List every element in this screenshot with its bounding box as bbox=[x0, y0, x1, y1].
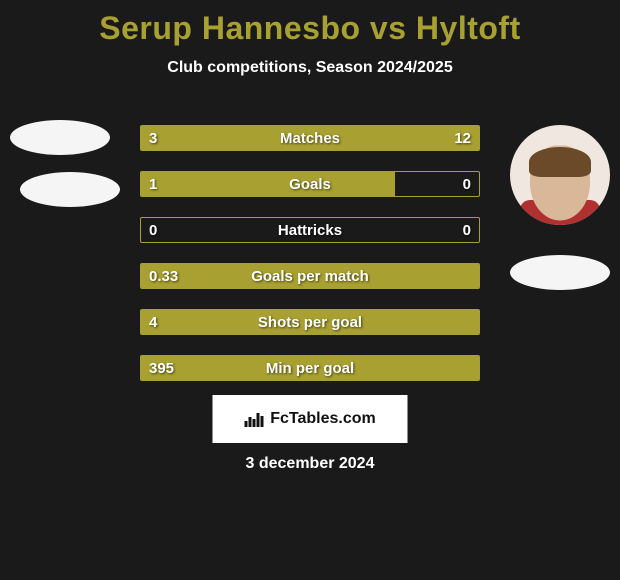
stat-row: 395Min per goal bbox=[140, 355, 480, 381]
brand-icon bbox=[244, 411, 264, 427]
bar-fill-left bbox=[141, 356, 479, 380]
bar-fill-left bbox=[141, 172, 395, 196]
player-right-avatar bbox=[510, 125, 610, 225]
stat-right-value: 0 bbox=[463, 218, 471, 242]
bar-fill-left bbox=[141, 126, 209, 150]
bar-fill-right bbox=[209, 126, 479, 150]
stat-row: 0.33Goals per match bbox=[140, 263, 480, 289]
brand-text: FcTables.com bbox=[270, 410, 376, 428]
stat-row: 0Hattricks0 bbox=[140, 217, 480, 243]
player-left-avatar-placeholder-2 bbox=[20, 172, 120, 207]
date-text: 3 december 2024 bbox=[0, 455, 620, 473]
bar-fill-left bbox=[141, 310, 479, 334]
subtitle: Club competitions, Season 2024/2025 bbox=[0, 59, 620, 77]
stat-right-value: 0 bbox=[463, 172, 471, 196]
stat-row: 4Shots per goal bbox=[140, 309, 480, 335]
stat-label: Hattricks bbox=[141, 218, 479, 242]
page-title: Serup Hannesbo vs Hyltoft bbox=[0, 0, 620, 47]
bar-fill-left bbox=[141, 264, 479, 288]
avatar-hair bbox=[529, 147, 591, 177]
brand-box: FcTables.com bbox=[213, 395, 408, 443]
player-left-avatar-placeholder bbox=[10, 120, 110, 155]
stat-row: 1Goals0 bbox=[140, 171, 480, 197]
stat-left-value: 0 bbox=[149, 218, 157, 242]
comparison-bars: 3Matches121Goals00Hattricks00.33Goals pe… bbox=[140, 125, 480, 401]
player-right-avatar-placeholder-2 bbox=[510, 255, 610, 290]
stat-row: 3Matches12 bbox=[140, 125, 480, 151]
